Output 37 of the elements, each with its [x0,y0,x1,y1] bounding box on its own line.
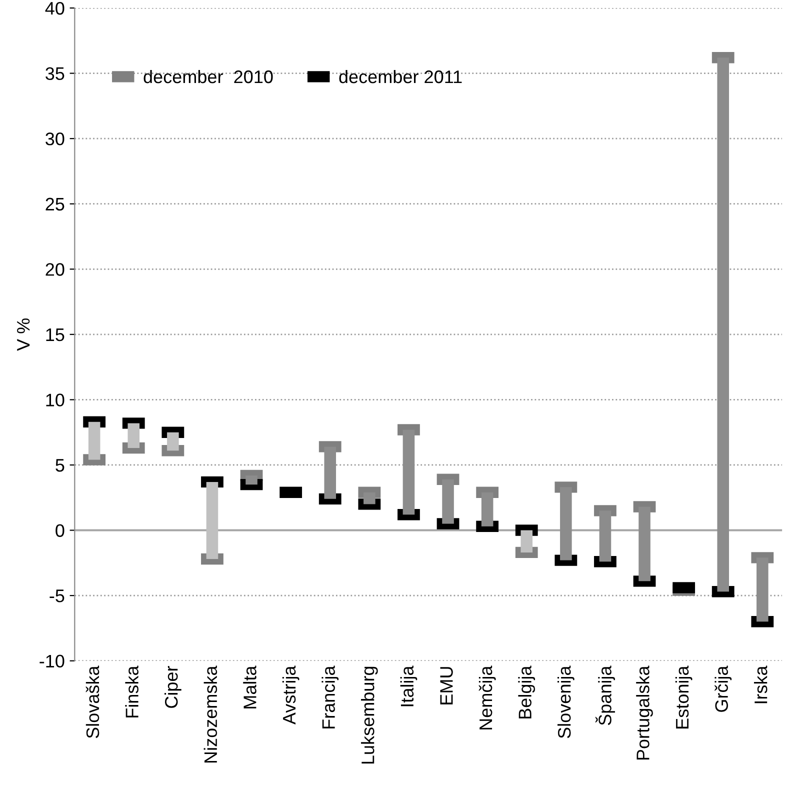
x-tick-label: EMU [440,667,453,704]
y-tick-label: 20 [46,263,64,276]
x-tick-label: Španija [595,666,615,726]
bar [520,530,533,552]
bar [88,422,100,460]
bar [128,423,140,448]
x-tick-label: Ciper [164,666,182,708]
y-tick-label: 25 [46,198,64,211]
x-tick-label: Nizozemska [204,666,218,763]
legend-label: december 2010 [144,70,273,84]
x-tick-label: Italija [400,666,418,706]
x-tick-label: Avstrija [282,666,300,725]
y-tick-label: 35 [46,67,64,80]
y-tick-label: 40 [45,2,64,15]
y-tick-label: 5 [56,459,64,472]
x-tick-label: Malta [243,666,256,708]
y-axis-title: V % [17,318,30,351]
y-tick-label: -10 [40,654,64,668]
x-tick-label: Grčija [714,666,732,712]
x-tick-label: Estonija [675,666,692,728]
y-tick-label: 0 [56,524,64,537]
x-tick-label: Francija [322,666,339,728]
y-tick-label: 10 [46,394,64,406]
x-tick-label: Slovaška [86,666,100,738]
x-tick-label: Belgija [518,666,536,718]
x-tick-label: Portugalska [636,666,653,760]
bar [206,482,218,559]
y-tick-label: -5 [50,590,64,602]
x-tick-label: Finska [125,666,138,718]
y-tick-label: 15 [46,328,64,342]
x-tick-label: Nemčija [478,666,496,730]
x-tick-label: Irska [754,666,768,704]
legend-label: december 2011 [339,70,462,84]
x-tick-label: Slovenija [558,666,574,738]
y-tick-label: 30 [46,132,64,146]
x-tick-label: Luksemburg [361,666,378,764]
bar [167,432,179,451]
